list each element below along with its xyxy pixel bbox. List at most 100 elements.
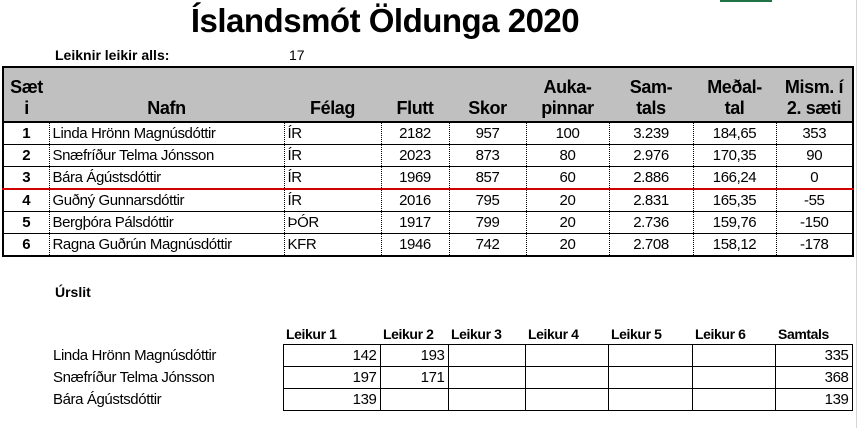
- column-header[interactable]: Nafn: [49, 67, 284, 123]
- table-cell[interactable]: 2: [3, 144, 49, 167]
- column-header[interactable]: Flutt: [381, 67, 449, 123]
- column-header[interactable]: Leikur 1: [286, 326, 337, 342]
- column-header[interactable]: Samtals: [778, 326, 829, 342]
- table-cell[interactable]: 20: [525, 189, 609, 212]
- score-cell[interactable]: [691, 366, 776, 389]
- table-cell[interactable]: Bergþóra Pálsdóttir: [48, 211, 284, 234]
- score-cell[interactable]: [607, 366, 693, 389]
- column-header[interactable]: Leikur 2: [383, 326, 434, 342]
- column-header[interactable]: Meðal-tal: [693, 67, 776, 123]
- table-cell[interactable]: 3.239: [608, 122, 693, 145]
- table-cell[interactable]: 158,12: [692, 233, 776, 257]
- table-cell[interactable]: Ragna Guðrún Magnúsdóttir: [48, 233, 284, 257]
- table-cell[interactable]: 742: [448, 233, 526, 257]
- table-cell[interactable]: 2.886: [608, 166, 693, 190]
- column-header[interactable]: Leikur 4: [528, 326, 579, 342]
- table-cell[interactable]: 20: [525, 211, 609, 234]
- table-cell[interactable]: 1917: [380, 211, 449, 234]
- column-header[interactable]: Leikur 6: [695, 326, 746, 342]
- table-cell[interactable]: 165,35: [692, 189, 776, 212]
- column-header[interactable]: Leikur 5: [611, 326, 662, 342]
- player-name[interactable]: Snæfríður Telma Jónsson: [53, 369, 215, 386]
- column-header[interactable]: Mism. í 2. sæti: [776, 67, 853, 123]
- header-line-1: Sam-: [629, 77, 673, 97]
- score-cell[interactable]: 142: [282, 344, 381, 367]
- table-cell[interactable]: 100: [525, 122, 609, 145]
- selected-cell-indicator: [720, 0, 772, 2]
- table-cell[interactable]: 60: [525, 166, 609, 190]
- table-cell[interactable]: ÞÓR: [283, 211, 381, 234]
- table-cell[interactable]: Guðný Gunnarsdóttir: [48, 189, 284, 212]
- score-cell[interactable]: [524, 344, 609, 367]
- table-cell[interactable]: Linda Hrönn Magnúsdóttir: [48, 122, 284, 145]
- table-cell[interactable]: ÍR: [283, 122, 381, 145]
- score-cell[interactable]: 193: [379, 344, 449, 367]
- table-cell[interactable]: 6: [3, 233, 49, 257]
- table-cell[interactable]: 90: [775, 144, 853, 167]
- table-cell[interactable]: 4: [3, 189, 49, 212]
- table-cell[interactable]: 20: [525, 233, 609, 257]
- column-header[interactable]: Sæt i: [3, 67, 49, 123]
- table-cell[interactable]: 873: [448, 144, 526, 167]
- column-header[interactable]: Leikur 3: [451, 326, 502, 342]
- table-cell[interactable]: 184,65: [692, 122, 776, 145]
- table-cell[interactable]: 1969: [380, 166, 449, 190]
- score-cell[interactable]: 139: [774, 388, 853, 411]
- column-header[interactable]: Auka-pinnar: [526, 67, 609, 123]
- table-cell[interactable]: Bára Ágústsdóttir: [48, 166, 284, 190]
- table-cell[interactable]: 1946: [380, 233, 449, 257]
- table-cell[interactable]: -55: [775, 189, 853, 212]
- player-name[interactable]: Bára Ágústsdóttir: [53, 391, 162, 408]
- score-cell[interactable]: 368: [774, 366, 853, 389]
- column-header[interactable]: Sam-tals: [609, 67, 693, 123]
- table-cell[interactable]: 957: [448, 122, 526, 145]
- score-cell[interactable]: [379, 388, 449, 411]
- table-cell[interactable]: Snæfríður Telma Jónsson: [48, 144, 284, 167]
- table-cell[interactable]: ÍR: [283, 144, 381, 167]
- score-cell[interactable]: [447, 344, 526, 367]
- score-cell[interactable]: [524, 388, 609, 411]
- games-played-label[interactable]: Leiknir leikir alls:: [55, 47, 170, 63]
- table-cell[interactable]: 2023: [380, 144, 449, 167]
- table-cell[interactable]: 0: [775, 166, 853, 190]
- score-cell[interactable]: [524, 366, 609, 389]
- score-cell[interactable]: 335: [774, 344, 853, 367]
- table-cell[interactable]: 1: [3, 122, 49, 145]
- table-cell[interactable]: -178: [775, 233, 853, 257]
- table-cell[interactable]: 2.736: [608, 211, 693, 234]
- column-header[interactable]: Skor: [449, 67, 526, 123]
- table-cell[interactable]: 80: [525, 144, 609, 167]
- table-cell[interactable]: 159,76: [692, 211, 776, 234]
- score-cell[interactable]: [691, 388, 776, 411]
- table-cell[interactable]: 2016: [380, 189, 449, 212]
- table-cell[interactable]: ÍR: [283, 166, 381, 190]
- player-name[interactable]: Linda Hrönn Magnúsdóttir: [53, 347, 217, 364]
- table-cell[interactable]: 857: [448, 166, 526, 190]
- table-cell[interactable]: 2.831: [608, 189, 693, 212]
- column-header[interactable]: Félag: [284, 67, 381, 123]
- table-cell[interactable]: 3: [3, 166, 49, 190]
- table-cell[interactable]: 166,24: [692, 166, 776, 190]
- score-cell[interactable]: [607, 388, 693, 411]
- table-cell[interactable]: 2182: [380, 122, 449, 145]
- score-cell[interactable]: 139: [282, 388, 381, 411]
- table-cell[interactable]: 2.976: [608, 144, 693, 167]
- table-cell[interactable]: 170,35: [692, 144, 776, 167]
- table-cell[interactable]: 799: [448, 211, 526, 234]
- table-cell[interactable]: 353: [775, 122, 853, 145]
- score-cell[interactable]: [447, 388, 526, 411]
- table-cell[interactable]: 2.708: [608, 233, 693, 257]
- games-played-value[interactable]: 17: [289, 47, 305, 63]
- score-cell[interactable]: [607, 344, 693, 367]
- table-cell[interactable]: KFR: [283, 233, 381, 257]
- table-cell[interactable]: ÍR: [283, 189, 381, 212]
- score-cell[interactable]: [691, 344, 776, 367]
- score-cell[interactable]: [447, 366, 526, 389]
- table-cell[interactable]: 5: [3, 211, 49, 234]
- table-cell[interactable]: -150: [775, 211, 853, 234]
- score-cell[interactable]: 197: [282, 366, 381, 389]
- table-cell[interactable]: 795: [448, 189, 526, 212]
- page-title: Íslandsmót Öldunga 2020: [190, 2, 580, 39]
- results-label[interactable]: Úrslit: [55, 284, 91, 300]
- score-cell[interactable]: 171: [379, 366, 449, 389]
